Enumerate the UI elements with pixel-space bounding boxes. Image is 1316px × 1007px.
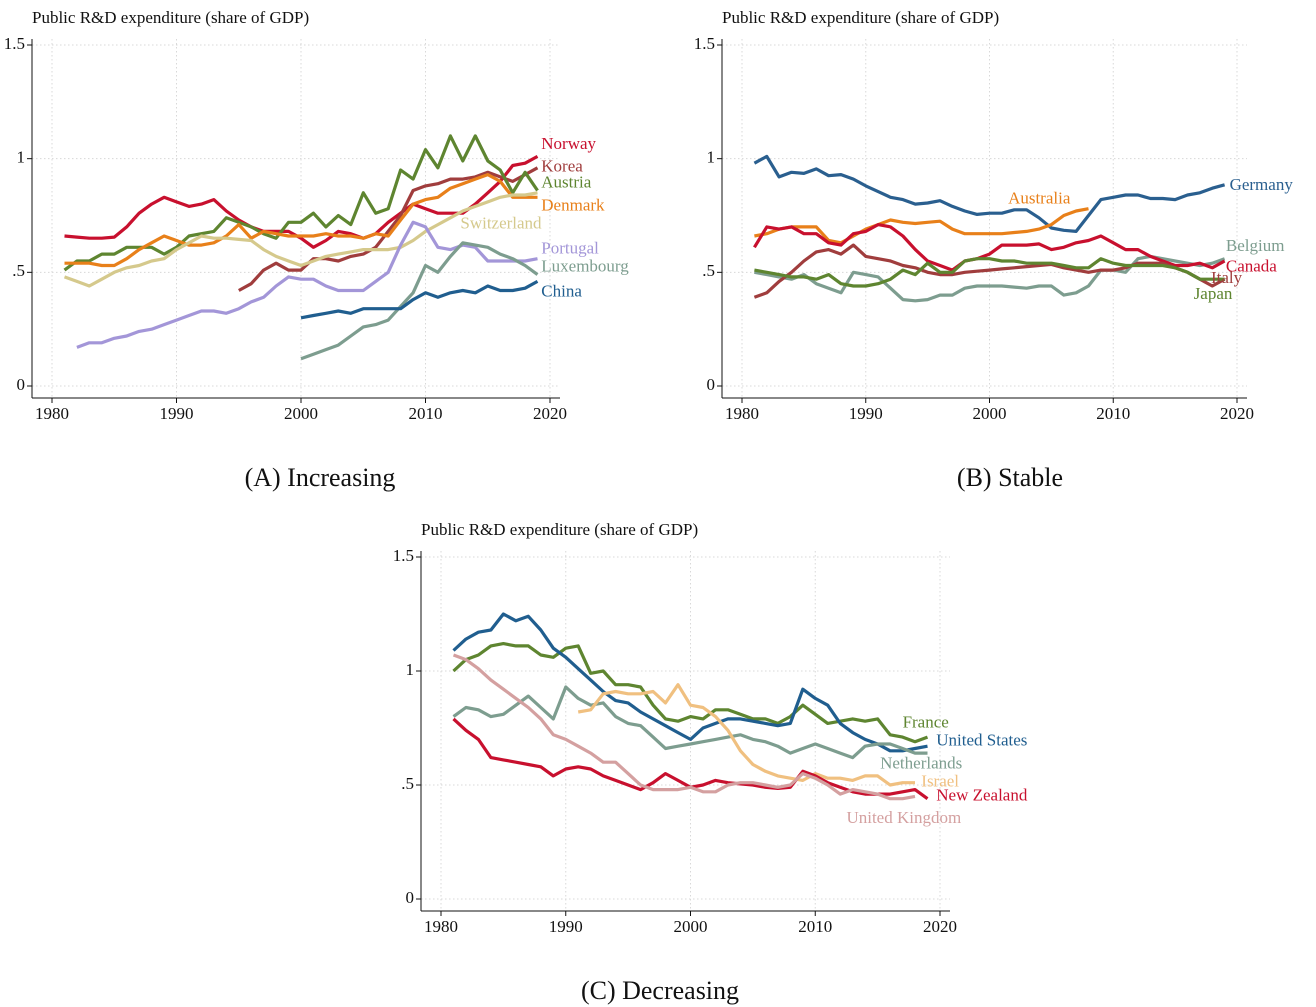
series-label: Netherlands xyxy=(880,753,962,772)
y-tick-label: 1.5 xyxy=(4,34,25,53)
y-tick-label: .5 xyxy=(12,261,25,280)
series-label: China xyxy=(541,282,582,301)
y-tick-label: .5 xyxy=(702,261,715,280)
y-tick-label: 1 xyxy=(17,148,26,167)
series-line xyxy=(64,173,538,268)
series-line xyxy=(238,166,539,292)
series-label: Belgium xyxy=(1226,236,1285,255)
series-line xyxy=(577,683,915,787)
series-line xyxy=(300,279,539,320)
chart: 0 .5 1 1.5 1980 1990 2000 2010 2020 Public R&D ex… xyxy=(694,8,1294,492)
series-label: Germany xyxy=(1230,175,1294,194)
series-line xyxy=(753,154,1226,233)
x-tick-label: 2020 xyxy=(533,404,567,423)
series-label: Israel xyxy=(921,772,959,791)
chart-title: Public R&D expenditure (share of GDP) xyxy=(32,8,309,27)
series-label: Korea xyxy=(541,157,583,176)
y-tick-label: 1 xyxy=(707,148,716,167)
y-tick-label: 1 xyxy=(406,660,415,679)
x-tick-label: 2020 xyxy=(1220,404,1254,423)
caption: (A) Increasing xyxy=(245,463,396,492)
series-label: United Kingdom xyxy=(846,808,961,827)
x-tick-label: 2000 xyxy=(674,917,708,936)
y-tick-label: 0 xyxy=(406,888,415,907)
y-tick-label: 0 xyxy=(17,375,26,394)
caption: (B) Stable xyxy=(957,463,1063,492)
x-tick-label: 2020 xyxy=(923,917,957,936)
x-tick-label: 1990 xyxy=(549,917,583,936)
x-tick-label: 1980 xyxy=(35,404,69,423)
x-tick-label: 2000 xyxy=(284,404,318,423)
y-tick-label: 0 xyxy=(707,375,716,394)
x-tick-label: 1990 xyxy=(849,404,883,423)
x-tick-label: 2010 xyxy=(798,917,832,936)
series-line xyxy=(753,243,1226,299)
series-label: Luxembourg xyxy=(541,257,629,276)
series-label: New Zealand xyxy=(936,785,1028,804)
y-tick-label: .5 xyxy=(401,774,414,793)
x-tick-label: 1980 xyxy=(424,917,458,936)
chart-title: Public R&D expenditure (share of GDP) xyxy=(421,520,698,539)
x-tick-label: 2010 xyxy=(1096,404,1130,423)
series-line xyxy=(300,241,539,361)
series-label: Portugal xyxy=(541,239,599,258)
y-tick-label: 1.5 xyxy=(694,34,715,53)
series-label: Canada xyxy=(1226,257,1277,276)
chart-title: Public R&D expenditure (share of GDP) xyxy=(722,8,999,27)
chart: 0 .5 1 1.5 1980 1990 2000 2010 2020 Public R&D ex… xyxy=(393,520,1028,1005)
series-line xyxy=(452,653,916,801)
series-label: Switzerland xyxy=(460,213,542,232)
chart: 0 .5 1 1.5 1980 1990 2000 2010 2020 Public R&D ex… xyxy=(4,8,630,492)
x-tick-label: 2000 xyxy=(973,404,1007,423)
series-label: Japan xyxy=(1194,284,1233,303)
x-tick-label: 1990 xyxy=(160,404,194,423)
series-line xyxy=(754,257,1225,288)
series-label: Italy xyxy=(1211,268,1243,287)
series-label: Denmark xyxy=(541,195,605,214)
series-line xyxy=(754,254,1226,303)
series-line xyxy=(452,612,928,753)
series-line xyxy=(753,223,1226,272)
x-tick-label: 1980 xyxy=(725,404,759,423)
y-tick-label: 1.5 xyxy=(393,546,414,565)
series-label: Australia xyxy=(1008,188,1071,207)
series-label: France xyxy=(903,712,949,731)
series-line xyxy=(452,685,928,760)
x-tick-label: 2010 xyxy=(409,404,443,423)
series-line xyxy=(452,642,929,744)
series-line xyxy=(754,207,1089,245)
series-line xyxy=(63,191,538,288)
series-label: United States xyxy=(936,731,1027,750)
series-line xyxy=(64,154,539,249)
series-label: Austria xyxy=(541,173,592,192)
series-label: Norway xyxy=(541,134,596,153)
caption: (C) Decreasing xyxy=(581,976,739,1005)
